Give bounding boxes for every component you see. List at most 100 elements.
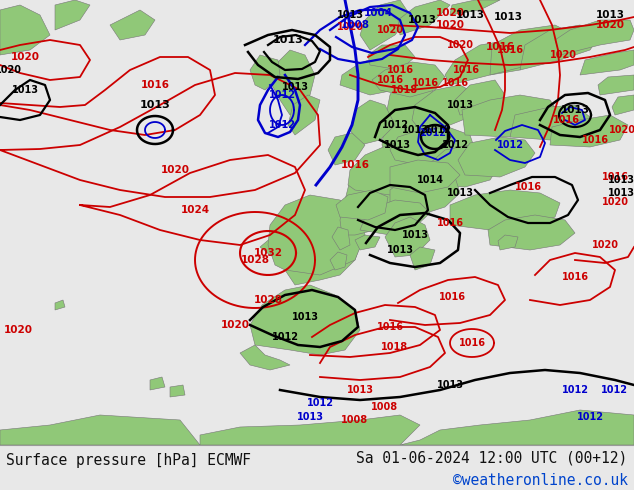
Text: 1012: 1012 [382,120,408,130]
Text: 1013: 1013 [273,35,304,45]
Text: 1013: 1013 [607,175,634,185]
Text: 1016: 1016 [411,78,439,88]
Text: 1016: 1016 [496,45,524,55]
Text: 1013: 1013 [139,100,171,110]
Text: 1012: 1012 [306,398,333,408]
Polygon shape [336,190,388,220]
Text: 1016: 1016 [552,115,579,125]
Polygon shape [458,137,535,177]
Polygon shape [400,410,634,445]
Text: 1020: 1020 [550,50,576,60]
Text: 1020: 1020 [609,125,634,135]
Text: 1020: 1020 [160,165,190,175]
Polygon shape [55,0,90,30]
Polygon shape [450,0,500,15]
Polygon shape [488,215,575,250]
Text: 1012: 1012 [441,140,469,150]
Text: 1013: 1013 [401,230,429,240]
Text: 1018: 1018 [382,342,408,352]
Text: 1012: 1012 [562,385,588,395]
Text: Sa 01-06-2024 12:00 UTC (00+12): Sa 01-06-2024 12:00 UTC (00+12) [356,450,628,465]
Text: 1020: 1020 [602,197,628,207]
Polygon shape [340,55,410,95]
Polygon shape [350,100,395,145]
Text: ©weatheronline.co.uk: ©weatheronline.co.uk [453,472,628,488]
Polygon shape [598,75,634,95]
Polygon shape [520,25,600,70]
Polygon shape [170,385,185,397]
Text: 1016: 1016 [436,218,463,228]
Text: 1016: 1016 [581,135,609,145]
Polygon shape [268,195,365,275]
Text: 1018: 1018 [391,85,418,95]
Text: Surface pressure [hPa] ECMWF: Surface pressure [hPa] ECMWF [6,453,251,468]
Text: 1013: 1013 [436,380,463,390]
Text: 1013: 1013 [607,188,634,198]
Text: 1013: 1013 [337,10,363,20]
Polygon shape [450,190,560,230]
Text: 1013: 1013 [493,12,522,22]
Text: 1020: 1020 [595,20,624,30]
Text: 1020: 1020 [4,325,32,335]
Polygon shape [372,62,445,97]
Polygon shape [240,345,290,370]
Text: 1016: 1016 [377,75,403,85]
Text: 1008: 1008 [340,20,370,30]
Polygon shape [285,220,360,285]
Polygon shape [360,0,410,50]
Polygon shape [400,125,445,185]
Text: 1012: 1012 [269,120,295,130]
Text: 1016: 1016 [515,182,541,192]
Text: 1016: 1016 [340,160,370,170]
Polygon shape [382,70,440,165]
Polygon shape [200,415,420,445]
Polygon shape [288,95,320,135]
Polygon shape [555,20,634,55]
Polygon shape [398,0,450,35]
Text: 1020: 1020 [221,320,250,330]
Polygon shape [250,285,360,355]
Text: 1024: 1024 [181,205,210,215]
Text: 1013: 1013 [560,105,590,115]
Text: 1020: 1020 [592,240,619,250]
Text: 1008: 1008 [342,415,368,425]
Text: 1012: 1012 [576,412,604,422]
Text: 1013: 1013 [387,245,413,255]
Text: 1013: 1013 [446,188,474,198]
Polygon shape [612,95,634,115]
Polygon shape [490,25,575,75]
Text: 1013: 1013 [401,125,429,135]
Text: 1013: 1013 [384,140,410,150]
Polygon shape [390,160,460,193]
Polygon shape [418,145,465,200]
Polygon shape [328,133,365,165]
Text: 1032: 1032 [254,248,283,258]
Text: 1016: 1016 [141,80,169,90]
Polygon shape [348,140,445,195]
Polygon shape [0,415,200,445]
Polygon shape [250,55,280,90]
Text: 1013: 1013 [281,82,309,92]
Polygon shape [462,95,560,137]
Text: 1013: 1013 [408,15,436,25]
Text: 1020: 1020 [0,65,22,75]
Text: 1028: 1028 [240,255,269,265]
Text: 1012: 1012 [496,140,524,150]
Polygon shape [390,170,460,215]
Text: 1016: 1016 [486,42,515,52]
Polygon shape [55,300,65,310]
Text: 1013: 1013 [297,412,323,422]
Text: 1020: 1020 [436,8,465,18]
Polygon shape [355,235,380,250]
Polygon shape [110,10,155,40]
Text: 1012: 1012 [600,385,628,395]
Text: 1013: 1013 [347,385,373,395]
Polygon shape [368,45,415,70]
Text: 1016: 1016 [602,172,628,182]
Polygon shape [340,160,395,235]
Polygon shape [360,200,430,235]
Text: 1016: 1016 [387,65,413,75]
Polygon shape [272,50,315,115]
Polygon shape [445,40,530,85]
Text: 1016: 1016 [439,292,465,302]
